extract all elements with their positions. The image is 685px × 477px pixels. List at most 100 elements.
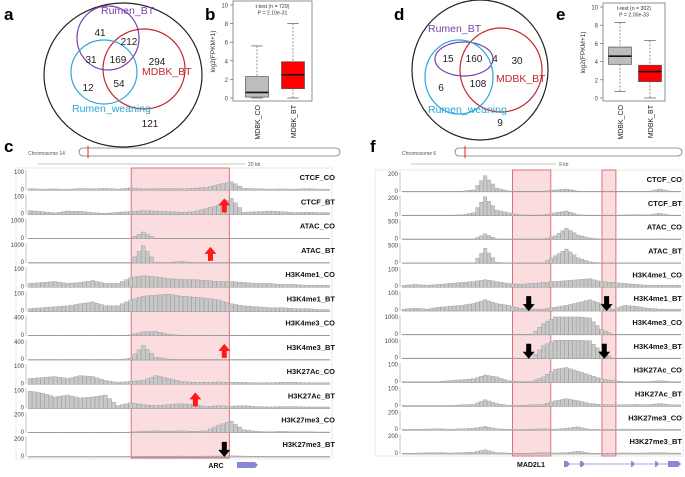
- signal-bar: [304, 359, 309, 361]
- signal-bar: [27, 283, 33, 288]
- signal-bar: [145, 251, 150, 264]
- signal-bar: [498, 210, 503, 216]
- signal-bar: [401, 381, 406, 383]
- track-label: ATAC_BT: [301, 246, 335, 255]
- signal-bar: [537, 191, 542, 192]
- signal-bar: [475, 451, 480, 455]
- signal-bar: [440, 405, 445, 407]
- track-ymin-label: 0: [21, 212, 25, 218]
- signal-bar: [622, 428, 627, 431]
- signal-bar: [170, 379, 175, 385]
- signal-bar: [233, 455, 238, 458]
- venn-set-label: Rumen_weaning: [428, 104, 507, 116]
- signal-bar: [183, 334, 188, 336]
- signal-bar: [425, 405, 429, 407]
- signal-bar: [490, 257, 495, 264]
- signal-bar: [199, 359, 205, 361]
- signal-bar: [599, 378, 604, 383]
- signal-bar: [191, 431, 196, 433]
- signal-bar: [436, 334, 441, 335]
- signal-bar: [452, 405, 457, 407]
- signal-bar: [428, 308, 433, 312]
- box-mdbk_co: [245, 76, 269, 98]
- signal-bar: [258, 237, 263, 239]
- signal-bar: [27, 334, 33, 336]
- track-label: H3K4me1_BT: [287, 294, 336, 303]
- signal-bar: [611, 357, 615, 359]
- signal-bar: [111, 456, 116, 458]
- signal-bar: [642, 284, 646, 288]
- signal-bar: [630, 334, 635, 335]
- signal-bar: [576, 302, 581, 312]
- track-ymin-label: 0: [21, 309, 25, 315]
- signal-bar: [595, 377, 600, 383]
- signal-bar: [506, 283, 511, 288]
- signal-bar: [317, 359, 322, 361]
- signal-bar: [250, 306, 255, 312]
- signal-bar: [124, 301, 129, 312]
- signal-bar: [405, 357, 410, 359]
- signal-bar: [212, 381, 217, 385]
- signal-bar: [27, 359, 33, 361]
- signal-bar: [413, 334, 418, 335]
- signal-bar: [448, 238, 453, 240]
- signal-bar: [292, 262, 297, 264]
- signal-bar: [99, 282, 104, 288]
- signal-bar: [220, 262, 225, 264]
- signal-bar: [591, 279, 596, 288]
- signal-bar: [549, 307, 553, 312]
- signal-bar: [53, 237, 58, 239]
- signal-bar: [611, 429, 615, 431]
- signal-bar: [128, 357, 133, 361]
- signal-bar: [296, 406, 301, 409]
- signal-bar: [413, 191, 418, 192]
- signal-bar: [545, 321, 550, 335]
- signal-bar: [498, 334, 503, 335]
- signal-bar: [224, 359, 230, 361]
- signal-bar: [618, 428, 623, 431]
- gene-label: ARC: [208, 463, 223, 470]
- signal-bar: [111, 212, 116, 215]
- signal-bar: [506, 262, 511, 264]
- signal-bar: [53, 396, 58, 409]
- signal-bar: [40, 456, 45, 458]
- track-ymin-label: 0: [395, 380, 399, 386]
- signal-bar: [533, 379, 538, 383]
- signal-bar: [529, 238, 534, 240]
- signal-bar: [587, 237, 592, 240]
- signal-bar: [665, 357, 670, 359]
- signal-bar: [245, 334, 251, 336]
- signal-bar: [444, 283, 449, 288]
- signal-bar: [86, 262, 91, 264]
- signal-bar: [99, 334, 104, 336]
- signal-bar: [36, 334, 41, 336]
- signal-bar: [90, 212, 95, 215]
- signal-bar: [145, 210, 150, 215]
- signal-bar: [141, 295, 146, 312]
- signal-bar: [65, 189, 70, 191]
- signal-bar: [440, 191, 445, 192]
- signal-bar: [440, 283, 445, 288]
- signal-bar: [178, 359, 184, 361]
- signal-bar: [502, 357, 507, 359]
- signal-bar: [149, 405, 154, 409]
- signal-bar: [479, 300, 484, 312]
- signal-bar: [308, 262, 314, 264]
- signal-bar: [241, 305, 246, 312]
- signal-bar: [229, 262, 234, 264]
- signal-bar: [136, 297, 142, 312]
- signal-bar: [69, 211, 74, 215]
- signal-bar: [73, 211, 79, 215]
- signal-bar: [94, 303, 100, 312]
- signal-bar: [428, 452, 433, 455]
- track-ymax-label: 500: [388, 220, 399, 226]
- signal-bar: [174, 211, 179, 215]
- signal-bar: [195, 297, 200, 312]
- signal-bar: [587, 261, 592, 264]
- signal-bar: [463, 238, 468, 240]
- signal-bar: [241, 429, 246, 433]
- signal-bar: [275, 359, 280, 361]
- signal-bar: [525, 214, 530, 216]
- signal-bar: [490, 205, 495, 216]
